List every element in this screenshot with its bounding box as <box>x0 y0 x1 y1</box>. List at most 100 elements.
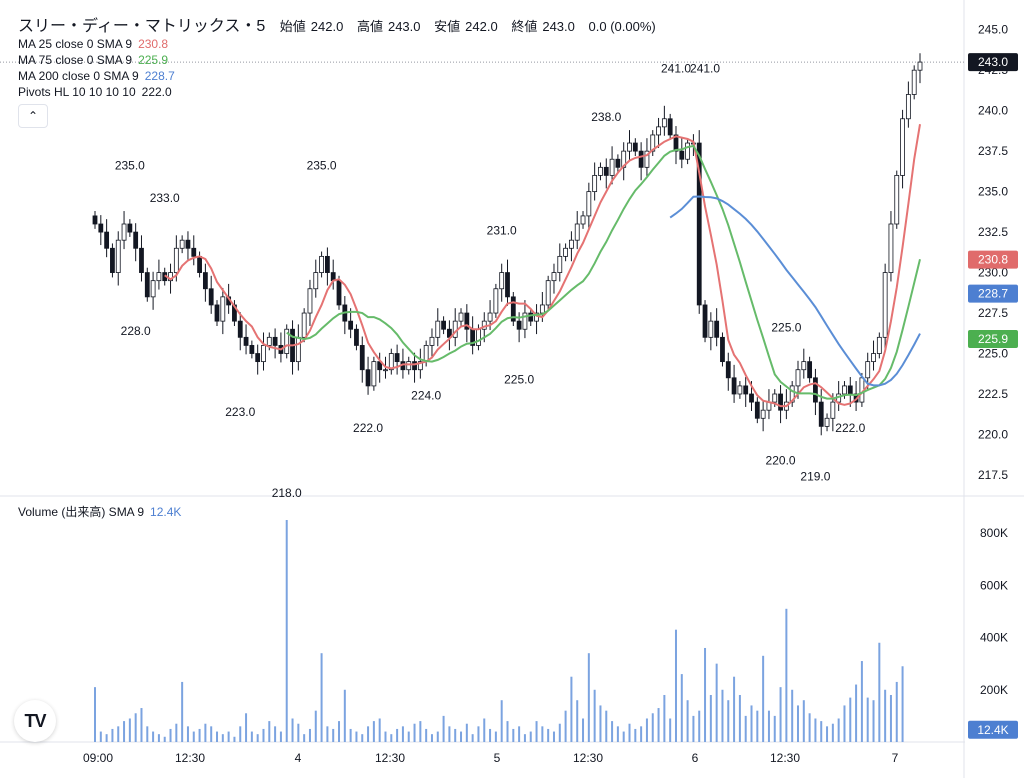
pivot-label: 222.0 <box>353 421 383 435</box>
volume-bar <box>651 713 654 742</box>
candle-up <box>795 369 801 387</box>
candle-up <box>598 166 603 176</box>
legend-ma75[interactable]: MA 75 close 0 SMA 9 225.9 <box>18 52 168 68</box>
candle-down <box>749 393 754 403</box>
volume-bar <box>123 721 126 742</box>
volume-bar <box>866 697 869 742</box>
candle-down <box>714 320 720 338</box>
legend-ma25-name: MA 25 close 0 SMA 9 <box>18 37 133 51</box>
candle-up <box>417 361 423 371</box>
price-tick-label: 225.0 <box>978 347 1008 361</box>
volume-badge-label: 12.4K <box>977 723 1008 737</box>
candle-down <box>441 320 446 330</box>
pivot-label: 220.0 <box>766 453 796 467</box>
candle-down <box>725 361 731 379</box>
volume-bar <box>117 726 120 742</box>
volume-bar <box>552 731 555 742</box>
candle-down <box>847 385 853 395</box>
candle-down <box>197 255 202 273</box>
candle-up <box>656 126 661 136</box>
candle-down <box>754 401 760 419</box>
legend-ma75-value: 225.9 <box>138 53 169 67</box>
volume-bar <box>279 731 282 742</box>
pivot-label: 231.0 <box>487 223 517 237</box>
close-value: 243.0 <box>542 19 575 34</box>
volume-bar <box>541 726 544 742</box>
pivot-label: 218.0 <box>272 486 302 500</box>
candle-down <box>98 223 104 233</box>
legend-pivots-name: Pivots HL 10 10 10 10 <box>18 85 136 99</box>
price-tick-label: 222.5 <box>978 387 1008 401</box>
volume-bar <box>216 731 219 742</box>
volume-bar <box>372 721 375 742</box>
close-label: 終値 <box>511 19 538 34</box>
volume-bar <box>622 731 625 742</box>
legend-ma200[interactable]: MA 200 close 0 SMA 9 228.7 <box>18 68 175 84</box>
candle-up <box>894 175 900 225</box>
candle-up <box>266 336 272 346</box>
candle-up <box>429 336 435 346</box>
volume-bar <box>430 734 433 742</box>
volume-bar <box>860 661 863 742</box>
volume-bar <box>239 726 242 742</box>
legend-volume[interactable]: Volume (出来高) SMA 9 12.4K <box>18 504 181 520</box>
pivot-label: 223.0 <box>225 405 255 419</box>
volume-bar <box>436 731 439 742</box>
volume-bar <box>808 713 811 742</box>
candle-up <box>220 296 226 322</box>
pivot-label: 233.0 <box>150 191 180 205</box>
volume-bar <box>291 718 294 742</box>
candle-up <box>708 320 714 338</box>
candle-up <box>307 288 313 314</box>
volume-bar <box>204 723 207 742</box>
volume-bar <box>152 731 155 742</box>
collapse-legend-button[interactable]: ⌃ <box>18 104 48 128</box>
volume-bar <box>297 723 300 742</box>
volume-bar <box>419 721 422 742</box>
legend-ma25-value: 230.8 <box>138 37 169 51</box>
tradingview-logo-icon[interactable]: TV <box>14 700 56 742</box>
volume-bar <box>169 728 172 742</box>
candle-down <box>214 304 220 322</box>
candle-up <box>661 118 667 128</box>
legend-pivots[interactable]: Pivots HL 10 10 10 10 222.0 <box>18 84 172 100</box>
pivot-label: 222.0 <box>835 421 865 435</box>
volume-tick-label: 800K <box>980 526 1008 540</box>
volume-bar <box>773 715 776 742</box>
candle-down <box>208 288 214 306</box>
candle-down <box>673 134 679 152</box>
candle-up <box>522 312 528 330</box>
change-value: 0.0 (0.00%) <box>588 19 656 34</box>
volume-bar <box>628 723 631 742</box>
volume-bar <box>762 655 765 742</box>
price-badge-label: 228.7 <box>978 287 1008 301</box>
volume-bar <box>872 700 875 742</box>
time-tick-label: 6 <box>692 751 699 765</box>
legend-volume-name: Volume (出来高) SMA 9 <box>18 505 145 519</box>
candle-down <box>528 312 534 322</box>
volume-bar <box>500 700 503 742</box>
candle-down <box>510 296 516 322</box>
volume-bar <box>378 718 381 742</box>
ohlc-readout: 始値 242.0 高値 243.0 安値 242.0 終値 243.0 0.0 (0.0… <box>280 19 661 34</box>
volume-bar <box>186 726 189 742</box>
volume-bar <box>477 726 480 742</box>
candle-down <box>127 223 133 233</box>
volume-tick-label: 600K <box>980 578 1008 592</box>
volume-bar <box>750 705 753 742</box>
candle-up <box>911 69 917 95</box>
open-label: 始値 <box>279 19 306 34</box>
volume-bar <box>274 726 277 742</box>
volume-bar <box>99 731 102 742</box>
candle-up <box>487 312 493 322</box>
candle-up <box>882 272 888 338</box>
candle-down <box>139 247 144 273</box>
candle-down <box>667 118 673 136</box>
candle-up <box>772 393 778 403</box>
price-badge-label: 230.8 <box>978 253 1008 267</box>
volume-bar <box>140 708 143 742</box>
candle-down <box>365 369 371 387</box>
legend-ma25[interactable]: MA 25 close 0 SMA 9 230.8 <box>18 36 168 52</box>
candle-up <box>371 361 377 387</box>
